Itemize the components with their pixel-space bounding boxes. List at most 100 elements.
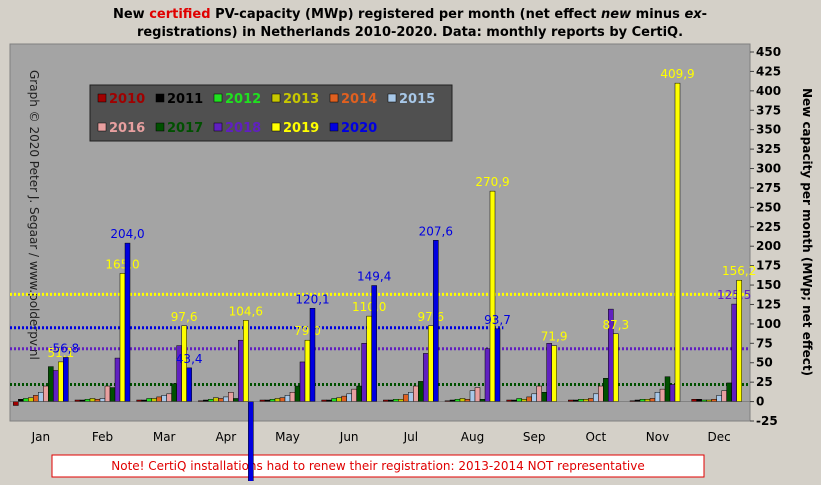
y-tick-label: 50 [756,356,773,370]
title-segment: certified [149,7,210,22]
bar [356,385,362,402]
title-line: registrations) in Netherlands 2010-2020.… [137,25,683,40]
bar [433,240,439,402]
data-label: 56,8 [52,341,79,355]
bar [233,398,239,402]
bar [346,393,352,402]
data-label: 270,9 [475,175,509,189]
bar [603,378,609,402]
x-tick-label: Jan [31,430,51,444]
bar [161,395,167,402]
bar [171,383,177,402]
bar [588,398,594,402]
bar [341,395,347,402]
data-label: 120,1 [295,292,329,306]
title-segment: PV-capacity (MWp) registered per month (… [211,7,601,22]
bar [551,345,557,402]
bar [613,333,619,402]
credit: Graph © 2020 Peter J. Segaar / www.polde… [27,70,41,360]
legend-swatch [213,93,223,103]
bar [639,398,646,402]
bar [48,366,54,402]
data-label: 43,4 [176,352,203,366]
data-label: 97,6 [417,310,444,324]
bar [243,320,249,402]
bar [408,392,414,402]
bar [284,395,291,402]
bar [531,393,537,402]
data-label: 93,7 [484,313,511,327]
legend-label: 2017 [167,121,203,136]
bar [516,398,522,402]
y-tick-label: 450 [756,45,781,59]
title-segment: minus [631,7,684,22]
bar [464,398,471,402]
data-label: 87,3 [602,318,629,332]
x-tick-label: May [275,430,300,444]
bar [351,388,357,402]
bar [104,385,111,402]
bar [299,361,306,402]
bar [38,392,44,402]
bar [279,397,286,402]
data-label: 204,0 [110,227,144,241]
bar [304,339,311,402]
bar [731,303,737,402]
data-label: 79,0 [294,324,321,338]
bar [151,398,157,402]
bar [294,385,301,402]
bar [598,385,604,402]
bar [691,398,697,402]
x-tick-label: Jul [403,430,418,444]
bar [736,279,742,402]
bar [331,398,337,402]
y-tick-label: 25 [756,375,773,389]
bar [58,361,64,402]
bar [146,398,152,402]
bar [23,398,29,402]
y-tick-label: 325 [756,142,781,156]
bar [289,392,296,402]
legend-label: 2018 [225,121,261,136]
legend-label: 2014 [341,92,377,107]
bar [366,315,372,402]
y-tick-label: 75 [756,336,773,350]
bar [546,343,552,402]
data-label: 110,0 [352,300,386,314]
y-tick-label: -25 [756,414,778,428]
bar [33,395,39,402]
bar [371,285,377,402]
x-tick-label: Mar [153,430,176,444]
y-tick-label: 0 [756,395,764,409]
note: Note! CertiQ installations had to renew … [111,459,644,473]
bar [696,398,702,402]
bar [269,398,276,402]
y-tick-label: 225 [756,220,781,234]
bar [398,398,404,402]
legend-label: 2020 [341,121,377,136]
x-tick-label: Apr [215,430,236,444]
y-tick-label: 150 [756,278,781,292]
bar [521,398,527,402]
bar [716,395,722,402]
bar [654,392,661,402]
title-line: New certified PV-capacity (MWp) register… [113,7,707,22]
data-label: 207,6 [419,224,453,238]
bar [166,393,172,402]
legend-swatch [271,122,281,132]
bar [208,398,214,402]
bar [156,396,162,402]
legend-swatch [97,122,107,132]
note-box [51,454,705,478]
bar [644,398,651,402]
bar [423,353,429,402]
legend-swatch [387,93,397,103]
y-tick-label: 350 [756,123,781,137]
bar [593,393,599,402]
bar [361,343,367,402]
bar [393,398,399,402]
bar [541,392,547,402]
bar [99,398,106,402]
y-tick-label: 400 [756,84,781,98]
bar [63,357,69,402]
